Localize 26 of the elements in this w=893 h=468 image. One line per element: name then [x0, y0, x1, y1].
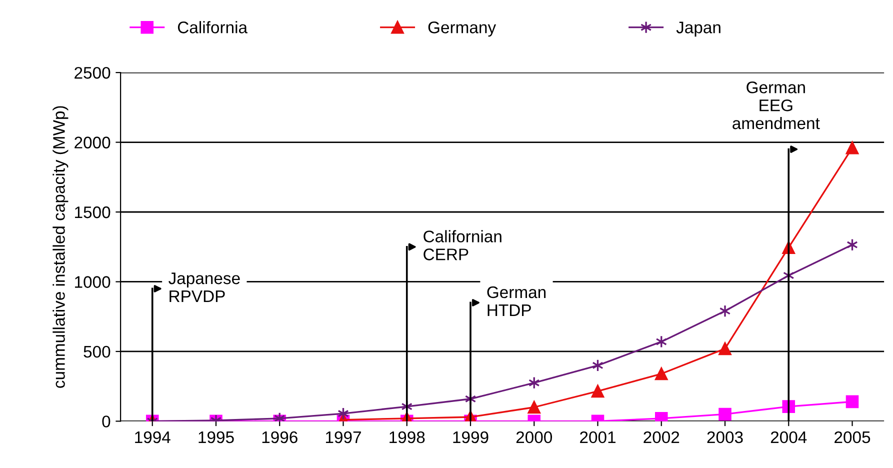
legend-label: California	[178, 21, 248, 34]
y-axis-title: cummullative installed capacity (MWp)	[52, 106, 68, 388]
y-tick-label: 0	[102, 416, 110, 428]
y-tick-label: 500	[84, 346, 110, 358]
x-tick-label: 1998	[390, 431, 425, 444]
y-tick-label: 2000	[74, 136, 110, 148]
ref-line-label: German EEG amendment	[732, 82, 820, 130]
ref-line-label: Japanese RPVDP	[168, 272, 240, 302]
y-tick-label: 1000	[75, 276, 110, 288]
ref-line-label: Californian CERP	[424, 230, 502, 260]
ref-line-label: German HTDP	[487, 286, 546, 316]
y-tick-label: 2500	[74, 66, 110, 79]
x-tick-label: 2002	[644, 431, 680, 444]
x-tick-label: 2003	[707, 431, 743, 444]
x-tick-label: 2005	[834, 431, 870, 444]
x-tick-label: 1999	[453, 431, 488, 444]
legend-label: Japan	[676, 22, 720, 37]
y-tick-label: 1500	[75, 206, 110, 218]
x-tick-label: 1995	[198, 431, 234, 444]
x-tick-label: 1996	[262, 431, 298, 444]
x-tick-label: 2000	[516, 431, 552, 444]
x-tick-label: 1994	[135, 431, 170, 444]
legend-label: Germany	[428, 22, 496, 37]
x-tick-label: 2001	[580, 431, 616, 444]
x-tick-label: 2004	[770, 431, 807, 444]
x-tick-label: 1997	[326, 431, 361, 444]
